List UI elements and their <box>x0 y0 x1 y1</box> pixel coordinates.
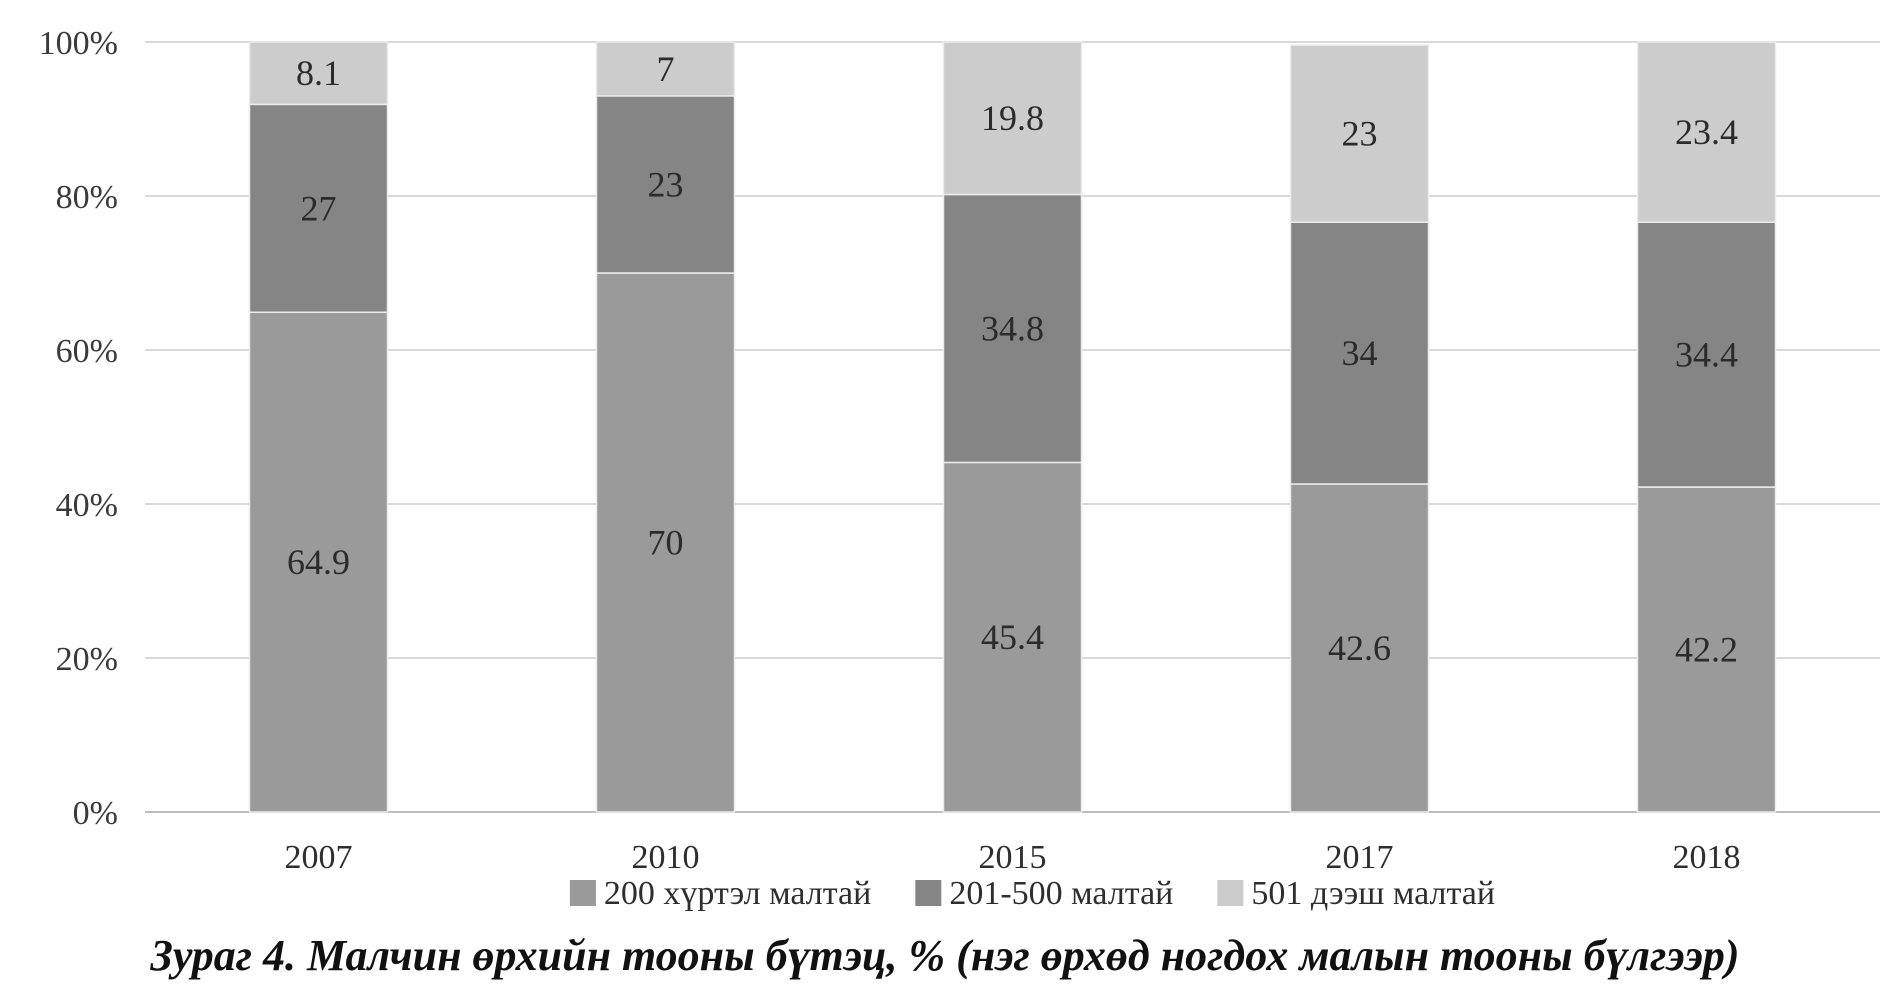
legend-swatch <box>569 880 596 906</box>
data-label: 42.2 <box>1675 630 1738 670</box>
bar-segment <box>942 461 1083 813</box>
data-label: 34.8 <box>981 308 1044 348</box>
data-label: 34 <box>1342 333 1378 373</box>
x-tick-label: 2007 <box>285 839 353 876</box>
data-label: 8.1 <box>296 53 341 93</box>
y-axis: 0% 20% 40% 60% 80% 100% <box>39 25 118 832</box>
legend-label: 501 дээш малтай <box>1251 875 1495 912</box>
bar-segment <box>1289 44 1430 223</box>
legend-label: 200 хүртэл малтай <box>604 875 871 912</box>
bar-segment <box>1289 221 1430 485</box>
x-tick-label: 2017 <box>1326 839 1394 876</box>
legend: 200 хүртэл малтай 201-500 малтай 501 дээш … <box>569 875 1495 912</box>
bar-segment <box>942 193 1083 464</box>
data-label: 27 <box>301 188 337 228</box>
x-axis: 2007 2010 2015 2017 2018 <box>285 839 1741 876</box>
figure-caption: Зураг 4. Малчин өрхийн тооны бүтэц, % (н… <box>150 931 1740 980</box>
data-label: 19.8 <box>981 98 1044 138</box>
data-label: 70 <box>648 523 684 563</box>
x-tick-label: 2010 <box>632 839 700 876</box>
x-tick-label: 2015 <box>979 839 1047 876</box>
bar-segment <box>1289 483 1430 813</box>
data-label: 23 <box>648 164 684 204</box>
bar-segment <box>248 103 389 314</box>
bar-segment <box>248 311 389 813</box>
data-labels: 64.9 27 8.1 70 23 7 45.4 34.8 19.8 42.6 34 23 42.2 34… <box>287 49 1738 670</box>
data-label: 23 <box>1342 114 1378 154</box>
bar-segment <box>248 41 389 106</box>
y-tick-label: 40% <box>56 487 118 524</box>
bar-segment <box>942 41 1083 196</box>
y-tick-label: 0% <box>73 795 118 832</box>
y-tick-label: 100% <box>39 25 118 62</box>
y-tick-label: 80% <box>56 179 118 216</box>
legend-swatch <box>1217 880 1244 906</box>
data-label: 23.4 <box>1675 112 1738 152</box>
bar-segment <box>595 95 736 274</box>
legend-label: 201-500 малтай <box>949 875 1173 912</box>
legend-swatch <box>915 880 942 906</box>
bar-segment <box>1636 486 1777 813</box>
data-label: 45.4 <box>981 617 1044 657</box>
data-label: 64.9 <box>287 542 350 582</box>
data-label: 42.6 <box>1328 628 1391 668</box>
bar-segment <box>1636 221 1777 488</box>
bar-segment <box>1636 41 1777 223</box>
data-label: 7 <box>657 49 675 89</box>
data-label: 34.4 <box>1675 335 1738 375</box>
bar-segment <box>595 41 736 97</box>
x-tick-label: 2018 <box>1673 839 1741 876</box>
y-tick-label: 20% <box>56 641 118 678</box>
y-tick-label: 60% <box>56 333 118 370</box>
bars <box>248 41 1777 813</box>
